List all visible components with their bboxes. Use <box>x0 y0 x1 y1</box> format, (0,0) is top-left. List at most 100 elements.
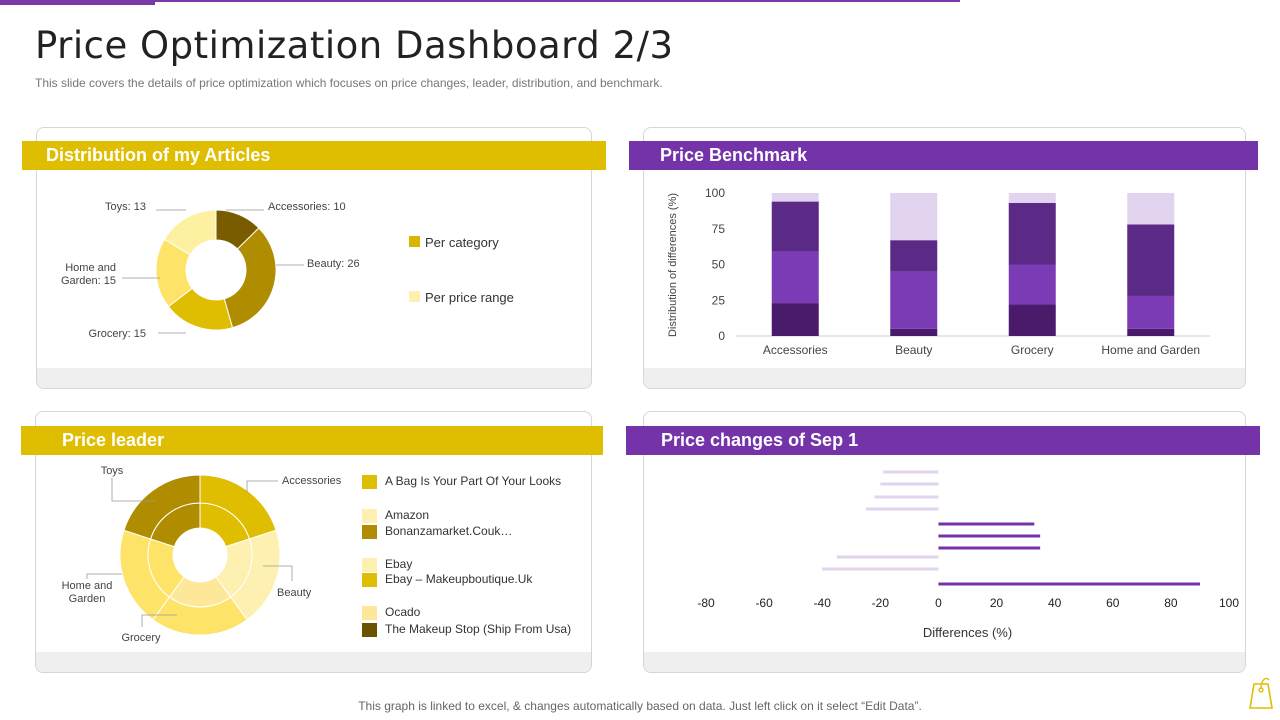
leader-category-label-line: Beauty <box>277 587 312 599</box>
distribution-legend-swatch <box>409 291 420 302</box>
benchmark-category-label: Beauty <box>895 343 932 357</box>
leader-leader-line <box>111 478 155 502</box>
leader-legend-swatch <box>362 606 377 620</box>
distribution-card <box>36 127 592 389</box>
benchmark-category-label: Grocery <box>1011 343 1054 357</box>
leader-category-label: Beauty <box>277 587 312 599</box>
benchmark-bar-home-and-garden-segment-4 <box>1127 193 1175 225</box>
price-tag-icon <box>1249 677 1273 709</box>
changes-x-tick: -60 <box>755 596 773 610</box>
changes-bar-5 <box>938 522 1035 526</box>
benchmark-y-axis-label: Distribution of differences (%) <box>667 193 679 337</box>
changes-x-tick: 0 <box>935 596 942 610</box>
benchmark-bar-beauty-segment-1 <box>890 328 938 336</box>
leader-leader-line <box>246 480 278 493</box>
benchmark-y-tick: 0 <box>718 329 725 343</box>
leader-leader-line <box>86 573 122 579</box>
benchmark-bar-grocery-segment-2 <box>1008 264 1056 305</box>
top-accent-tab <box>0 0 155 5</box>
changes-title: Price changes of Sep 1 <box>661 430 859 450</box>
changes-bar-8 <box>836 555 939 559</box>
leader-banner: Price leader <box>21 426 603 455</box>
benchmark-banner: Price Benchmark <box>629 141 1258 170</box>
distribution-data-label: Accessories: 10 <box>268 201 346 213</box>
benchmark-bar-home-and-garden-segment-3 <box>1127 224 1175 296</box>
changes-bar-7 <box>938 546 1041 550</box>
distribution-data-label: Home and <box>65 262 116 274</box>
benchmark-bar-grocery-segment-1 <box>1008 304 1056 336</box>
distribution-chart[interactable]: Accessories: 10 Beauty: 26 Grocery: 15 Home… <box>36 170 590 367</box>
leader-legend-label: Bonanzamarket.Couk… <box>385 524 513 538</box>
leader-outer-slice-toys <box>123 474 201 540</box>
benchmark-bar-home-and-garden-segment-1 <box>1127 328 1175 336</box>
leader-legend-label: Amazon <box>385 508 430 522</box>
leader-legend-swatch <box>362 525 377 539</box>
leader-legend-label: Ebay – Makeupboutique.Uk <box>385 572 533 586</box>
distribution-banner: Distribution of my Articles <box>22 141 606 170</box>
page-title: Price Optimization Dashboard 2/3 <box>35 24 674 67</box>
leader-leader-line <box>263 565 293 581</box>
benchmark-bar-accessories-segment-2 <box>771 251 819 304</box>
leader-category-label-line: Toys <box>101 465 124 477</box>
distribution-legend-swatch <box>409 236 420 247</box>
benchmark-bar-accessories-segment-1 <box>771 303 819 336</box>
changes-chart[interactable]: -80 -60 -40 -20 0 20 40 60 80 100 Differences (%) <box>643 455 1244 651</box>
changes-banner: Price changes of Sep 1 <box>626 426 1260 455</box>
changes-x-tick: 60 <box>1106 596 1120 610</box>
leader-legend-swatch <box>362 623 377 637</box>
leader-legend-label: A Bag Is Your Part Of Your Looks <box>385 474 562 488</box>
benchmark-bar-beauty-segment-2 <box>890 271 938 329</box>
distribution-slice-beauty <box>223 227 277 329</box>
leader-card-footer <box>36 652 591 672</box>
benchmark-card-footer <box>644 368 1245 388</box>
changes-x-tick: 20 <box>990 596 1004 610</box>
changes-card-footer <box>644 652 1245 672</box>
leader-category-label-line: Garden <box>69 593 106 605</box>
benchmark-category-label: Home and Garden <box>1101 343 1200 357</box>
leader-category-label: Accessories <box>282 475 342 487</box>
page-subtitle: This slide covers the details of price o… <box>35 76 663 90</box>
leader-legend-label: Ocado <box>385 605 421 619</box>
distribution-data-label: Toys: 13 <box>105 201 146 213</box>
leader-legend-swatch <box>362 573 377 587</box>
benchmark-bar-accessories-segment-4 <box>771 193 819 202</box>
changes-x-tick: 100 <box>1219 596 1239 610</box>
distribution-data-label: Beauty: 26 <box>307 258 360 270</box>
distribution-card-footer <box>37 368 591 388</box>
leader-legend-label: The Makeup Stop (Ship From Usa) <box>385 622 572 636</box>
distribution-legend-label: Per category <box>425 235 499 250</box>
benchmark-bar-beauty-segment-4 <box>890 193 938 241</box>
distribution-data-label: Grocery: 15 <box>89 328 146 340</box>
leader-category-label-line: Accessories <box>282 475 342 487</box>
changes-x-tick: -20 <box>872 596 890 610</box>
distribution-slice-toys <box>163 209 217 256</box>
benchmark-bar-accessories-segment-3 <box>771 201 819 252</box>
benchmark-bar-grocery-segment-4 <box>1008 193 1056 204</box>
changes-bar-4 <box>865 507 939 511</box>
changes-x-tick: 80 <box>1164 596 1178 610</box>
top-accent-line <box>0 0 960 2</box>
distribution-title: Distribution of my Articles <box>46 145 271 165</box>
leader-title: Price leader <box>62 430 165 450</box>
changes-x-tick: -40 <box>814 596 832 610</box>
changes-bar-10 <box>938 582 1200 586</box>
distribution-data-label: Garden: 15 <box>61 275 116 287</box>
changes-bar-3 <box>874 495 939 499</box>
benchmark-y-tick: 100 <box>705 186 725 200</box>
benchmark-category-label: Accessories <box>763 343 828 357</box>
leader-legend-label: Ebay <box>385 557 413 571</box>
benchmark-y-tick: 50 <box>712 258 726 272</box>
changes-bar-2 <box>880 482 939 486</box>
leader-chart[interactable]: Accessories Beauty Grocery Home and Garden To… <box>35 455 355 651</box>
changes-x-tick: -80 <box>697 596 715 610</box>
leader-legend-swatch <box>362 558 377 572</box>
benchmark-bar-home-and-garden-segment-2 <box>1127 295 1175 329</box>
leader-legend-swatch <box>362 509 377 523</box>
changes-bar-1 <box>883 470 939 474</box>
distribution-legend-label: Per price range <box>425 290 514 305</box>
benchmark-chart[interactable]: 0 25 50 75 100 Distribution of differences (%… <box>643 170 1244 367</box>
leader-category-label: Home and Garden <box>62 580 113 605</box>
changes-bar-9 <box>822 567 939 571</box>
leader-category-label-line: Grocery <box>121 632 161 644</box>
footer-note: This graph is linked to excel, & changes… <box>358 699 922 713</box>
